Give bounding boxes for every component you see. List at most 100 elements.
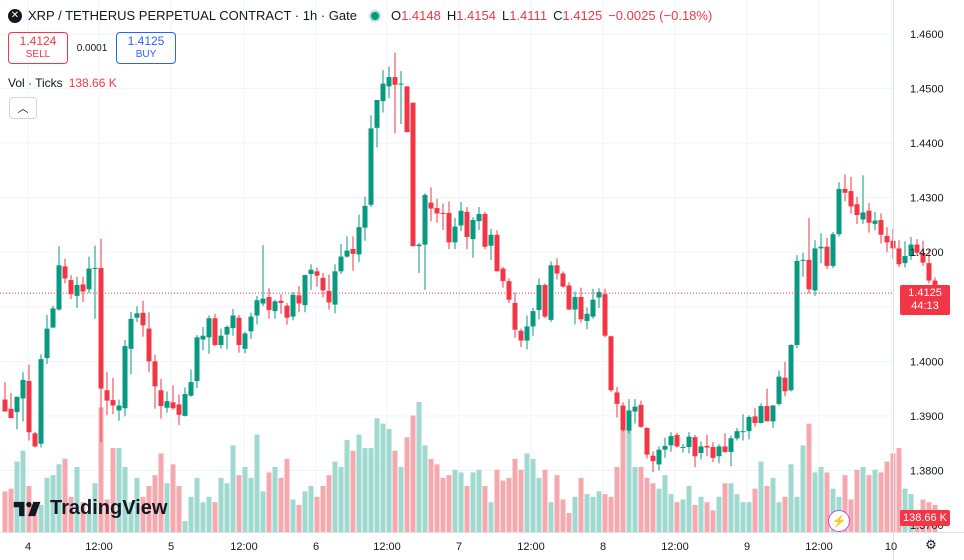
volume-bar — [74, 467, 80, 532]
candle — [74, 276, 80, 308]
volume-bar — [758, 461, 764, 532]
volume-bar — [170, 464, 176, 532]
trade-panel: 1.4124 SELL 0.0001 1.4125 BUY — [8, 32, 176, 64]
volume-bar — [152, 475, 158, 532]
volume-bar — [638, 467, 644, 532]
candle-body — [140, 312, 146, 326]
candle — [182, 387, 188, 417]
volume-bar — [44, 477, 50, 532]
candle-body — [248, 316, 254, 332]
buy-price: 1.4125 — [127, 34, 165, 48]
volume-bar — [140, 496, 146, 532]
candle — [812, 240, 818, 296]
volume-bar — [644, 477, 650, 532]
symbol-title[interactable]: XRP / TETHERUS PERPETUAL CONTRACT · 1h ·… — [28, 8, 357, 23]
volume-bar — [164, 483, 170, 532]
collapse-legend-button[interactable]: ︿ — [9, 97, 37, 119]
close-icon[interactable]: ✕ — [8, 8, 22, 23]
candle — [476, 206, 482, 230]
tradingview-logo[interactable]: TradingView — [12, 497, 167, 520]
volume-bar — [290, 499, 296, 532]
volume-bar — [722, 483, 728, 532]
candle — [920, 240, 926, 266]
volume-bar — [584, 494, 590, 532]
volume-bar — [380, 423, 386, 532]
candle-body — [164, 401, 170, 408]
candle-body — [704, 445, 710, 448]
sell-button[interactable]: 1.4124 SELL — [8, 32, 68, 64]
candle — [332, 264, 338, 314]
candle-body — [416, 244, 422, 247]
candle — [620, 402, 626, 432]
candle — [92, 245, 98, 319]
volume-bar — [68, 496, 74, 532]
candle-body — [794, 260, 800, 345]
candle-body — [32, 433, 38, 447]
candle-body — [110, 400, 116, 406]
candle — [524, 315, 530, 350]
candles — [2, 52, 938, 473]
volume-bar — [218, 477, 224, 532]
candle-body — [686, 436, 692, 447]
candle — [584, 307, 590, 330]
volume-bar — [764, 485, 770, 532]
candle-body — [200, 335, 206, 340]
candle — [704, 434, 710, 457]
volume-bar — [560, 499, 566, 532]
volume-bar — [512, 458, 518, 532]
candle — [596, 288, 602, 308]
volume-bar — [812, 472, 818, 532]
ohlc-open-key: O — [390, 8, 402, 23]
lightning-icon[interactable]: ⚡ — [828, 510, 850, 532]
volume-bar — [260, 491, 266, 532]
candle — [362, 196, 368, 241]
candle-body — [476, 214, 482, 222]
volume-bar — [842, 475, 848, 532]
candle — [824, 238, 830, 270]
candle-body — [116, 405, 122, 411]
volume-bar — [530, 458, 536, 532]
volume-bar — [704, 502, 710, 532]
y-tick-label: 1.4400 — [910, 138, 944, 150]
candle — [566, 282, 572, 311]
volume-legend-label: Vol · Ticks — [8, 76, 63, 90]
candle — [752, 408, 758, 427]
volume-bar — [392, 450, 398, 532]
volume-legend[interactable]: Vol · Ticks 138.66 K — [8, 76, 117, 90]
candle — [296, 286, 302, 313]
time-axis[interactable]: 4 12:00 5 12:00 6 12:00 7 12:00 8 12:00 9 12:00 10 — [0, 532, 964, 554]
ohlc-values: O1.4148 H1.4154 L1.4111 C1.4125 −0.0025 … — [391, 8, 712, 23]
tradingview-logo-icon — [13, 501, 41, 516]
volume-bar — [146, 485, 152, 532]
candle — [254, 295, 260, 325]
volume-bar — [98, 407, 104, 532]
volume-bar — [230, 445, 236, 532]
volume-bar — [338, 467, 344, 532]
candle — [212, 313, 218, 347]
volume-bar — [128, 502, 134, 532]
volume-bar — [674, 502, 680, 532]
volume-bar — [314, 496, 320, 532]
candle — [488, 228, 494, 260]
volume-bar — [878, 472, 884, 532]
candle — [662, 437, 668, 458]
volume-bar — [536, 477, 542, 532]
volume-bar — [746, 502, 752, 532]
candle — [398, 71, 404, 125]
candle-body — [26, 380, 32, 433]
x-tick-label: 12:00 — [373, 541, 401, 553]
x-tick-label: 9 — [744, 541, 750, 553]
volume-bar — [398, 467, 404, 532]
candle-body — [518, 330, 524, 341]
volume-bar — [356, 434, 362, 532]
candle-body — [302, 275, 308, 306]
candle-body — [410, 102, 416, 247]
candle-body — [170, 402, 176, 409]
candle — [20, 372, 26, 422]
volume-bar — [554, 475, 560, 532]
volume-bar — [350, 450, 356, 532]
candle — [872, 211, 878, 231]
gear-icon[interactable]: ⚙ — [925, 537, 937, 552]
buy-button[interactable]: 1.4125 BUY — [116, 32, 176, 64]
